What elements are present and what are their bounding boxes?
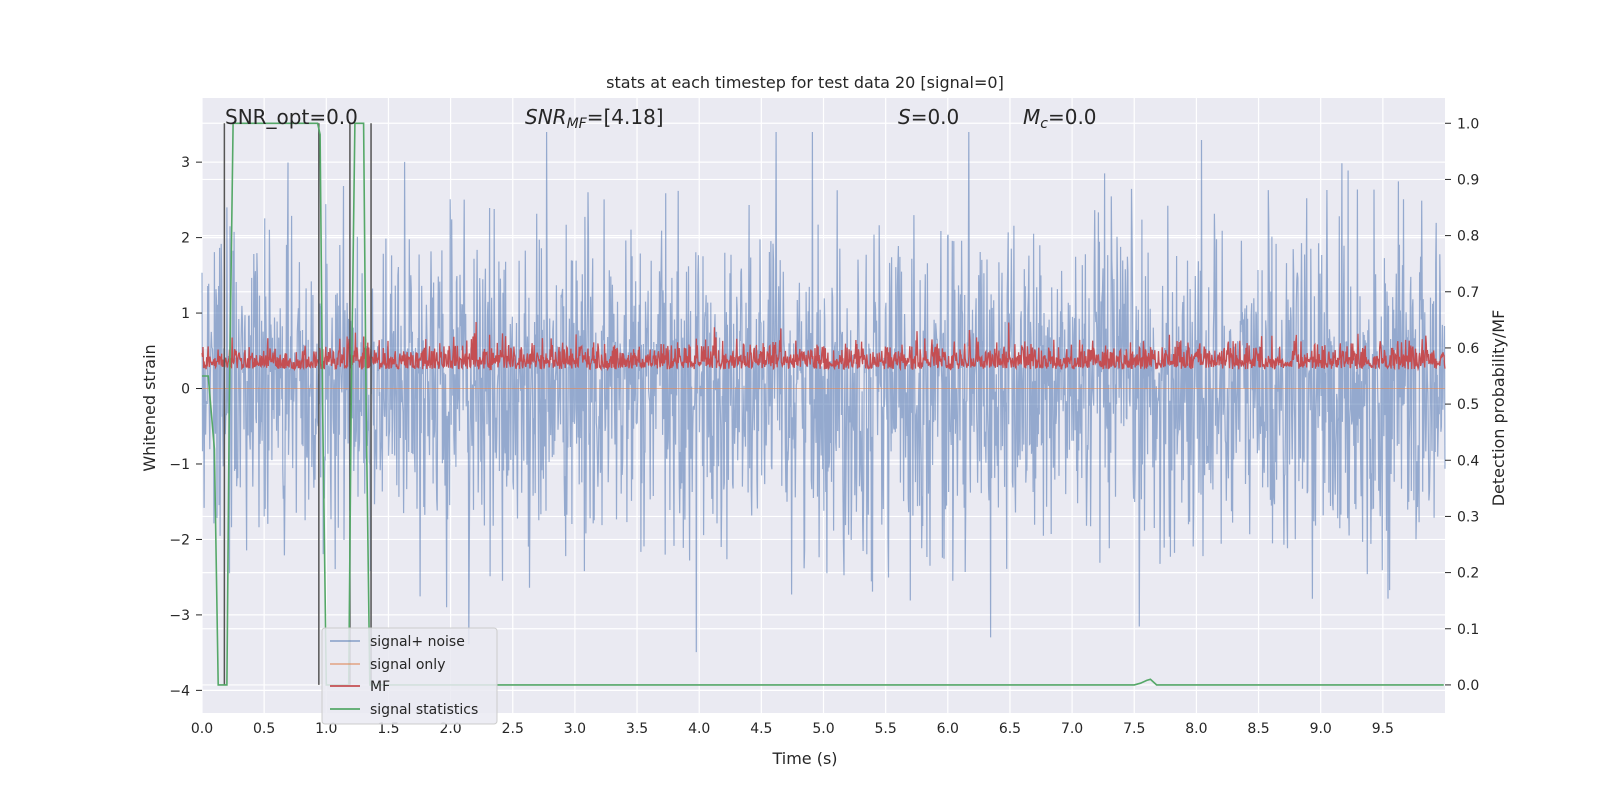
legend-label-signal-statistics: signal statistics [370, 702, 478, 718]
x-tick-label: 2.5 [502, 721, 524, 737]
x-tick-label: 4.0 [688, 721, 710, 737]
x-tick-label: 2.0 [439, 721, 461, 737]
series-signal-noise [201, 131, 1446, 653]
y2-tick-label: 0.4 [1457, 453, 1479, 469]
x-tick-label: 3.5 [626, 721, 648, 737]
legend-label-mf: MF [370, 679, 390, 695]
y2-tick-label: 0.9 [1457, 172, 1479, 188]
y2-ticks: 0.0 0.1 0.2 0.3 0.4 0.5 0.6 0.7 0.8 0.9 1.0 [1445, 116, 1479, 694]
x-tick-label: 7.5 [1123, 721, 1145, 737]
x-tick-label: 5.5 [875, 721, 897, 737]
annotation-snr-opt: SNR_opt=0.0 [225, 105, 358, 129]
x-tick-label: 5.0 [812, 721, 834, 737]
y2-tick-label: 0.6 [1457, 341, 1479, 357]
chart-title: stats at each timestep for test data 20 … [606, 73, 1004, 92]
x-axis-title: Time (s) [771, 749, 837, 768]
series-mf [201, 321, 1446, 372]
y2-tick-label: 0.2 [1457, 566, 1479, 582]
x-tick-label: 7.0 [1061, 721, 1083, 737]
y2-tick-label: 1.0 [1457, 116, 1479, 132]
data-layer [201, 122, 1446, 686]
y2-tick-label: 0.8 [1457, 229, 1479, 245]
x-tick-label: 3.0 [564, 721, 586, 737]
y-tick-label: 1 [181, 306, 190, 322]
y2-tick-label: 0.7 [1457, 285, 1479, 301]
y2-axis-title: Detection probability/MF [1489, 310, 1508, 507]
y-tick-label: 3 [181, 155, 190, 171]
y-tick-label: −2 [169, 532, 190, 548]
x-tick-label: 6.0 [937, 721, 959, 737]
x-ticks: 0.0 0.5 1.0 1.5 2.0 2.5 3.0 3.5 4.0 4.5 5.0 5.5 6.0 6… [191, 721, 1394, 737]
y-tick-label: −4 [169, 683, 190, 699]
annotation-snr-mf: SNRMF=[4.18] [525, 105, 664, 132]
y-axis-title: Whitened strain [140, 344, 159, 471]
y-tick-label: 0 [181, 382, 190, 398]
x-tick-label: 0.5 [253, 721, 275, 737]
legend: signal+ noise signal only MF signal stat… [321, 627, 498, 725]
y2-tick-label: 0.0 [1457, 678, 1479, 694]
legend-label-signal-only: signal only [370, 657, 445, 673]
y2-tick-label: 0.1 [1457, 622, 1479, 638]
y2-tick-label: 0.3 [1457, 509, 1479, 525]
y2-tick-label: 0.5 [1457, 397, 1479, 413]
y-ticks: −4 −3 −2 −1 0 1 2 3 [169, 155, 202, 699]
x-tick-label: 0.0 [191, 721, 213, 737]
x-tick-label: 8.5 [1247, 721, 1269, 737]
legend-label-signal-noise: signal+ noise [370, 634, 465, 650]
y-tick-label: −3 [169, 608, 190, 624]
x-tick-label: 1.0 [315, 721, 337, 737]
annotation-mc: Mc=0.0 [1023, 105, 1097, 132]
legend-box [321, 627, 498, 725]
y-tick-label: −1 [169, 457, 190, 473]
annotation-s: S=0.0 [898, 105, 959, 129]
x-tick-label: 6.5 [999, 721, 1021, 737]
x-tick-label: 1.5 [377, 721, 399, 737]
x-tick-label: 4.5 [750, 721, 772, 737]
y-tick-label: 2 [181, 231, 190, 247]
x-tick-label: 8.0 [1185, 721, 1207, 737]
x-tick-label: 9.5 [1372, 721, 1394, 737]
x-tick-label: 9.0 [1310, 721, 1332, 737]
